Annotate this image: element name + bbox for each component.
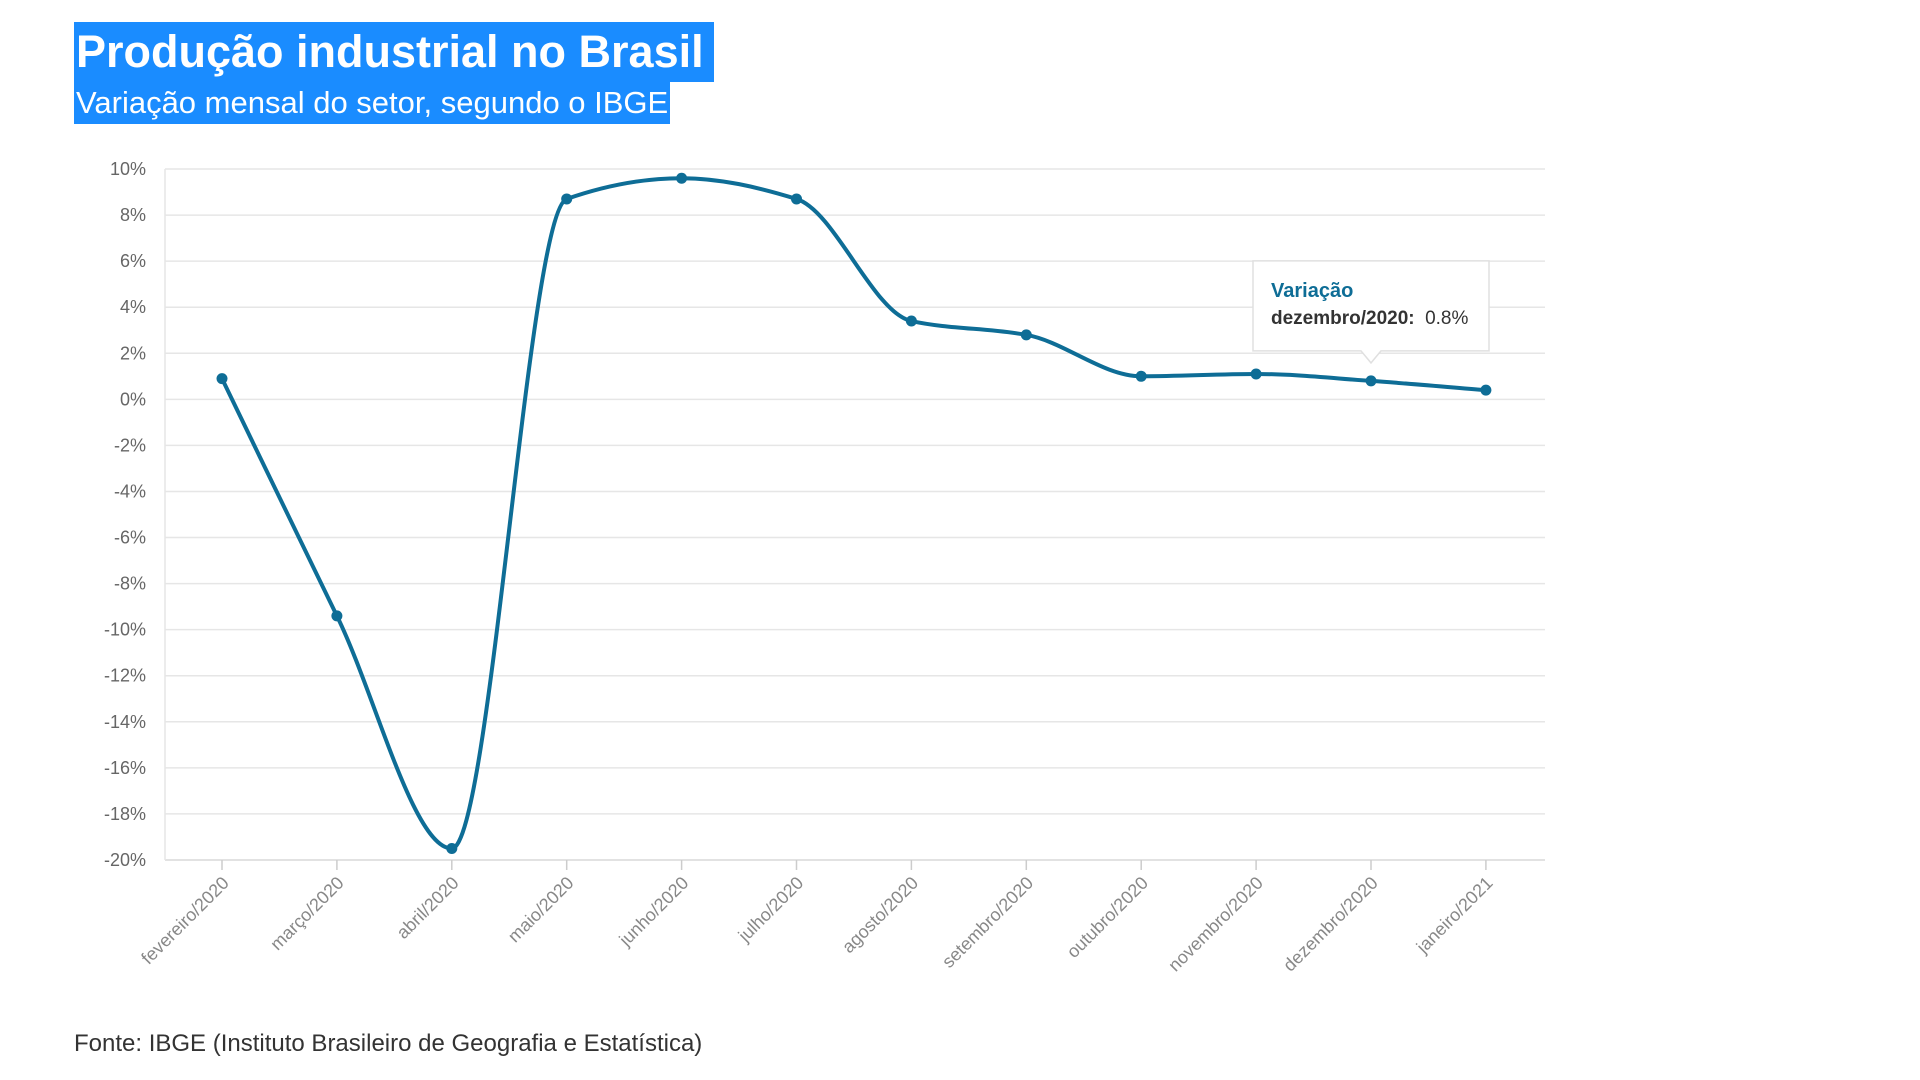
chart-title: Produção industrial no Brasil xyxy=(74,22,714,82)
tooltip-label: dezembro/2020: xyxy=(1271,308,1415,329)
tooltip-box xyxy=(1252,260,1490,365)
source-note: Fonte: IBGE (Instituto Brasileiro de Geo… xyxy=(74,1030,703,1057)
y-tick-label: -6% xyxy=(114,528,146,548)
x-axis-ticks: fevereiro/2020 março/2020 abril/2020 maio/2… xyxy=(137,860,1497,976)
tooltip: Variação dezembro/2020: 0.8% xyxy=(1252,260,1490,365)
y-tick-label: -10% xyxy=(104,620,146,640)
x-tick-label: abril/2020 xyxy=(393,873,463,943)
y-tick-label: 2% xyxy=(120,343,146,363)
y-axis-ticks: 10% 8% 6% 4% 2% 0% -2% -4% -6% -8% -10% -12% -14% -16… xyxy=(104,159,146,870)
x-tick-label: novembro/2020 xyxy=(1164,873,1267,976)
data-point[interactable] xyxy=(1250,368,1262,380)
data-point[interactable] xyxy=(216,373,228,385)
x-tick-label: outubro/2020 xyxy=(1063,873,1152,962)
data-point[interactable] xyxy=(1480,384,1492,396)
data-point[interactable] xyxy=(1020,329,1032,341)
y-tick-label: 10% xyxy=(110,159,146,179)
y-tick-label: -12% xyxy=(104,666,146,686)
data-point[interactable] xyxy=(905,315,917,327)
y-tick-label: -20% xyxy=(104,850,146,870)
y-tick-label: -2% xyxy=(114,435,146,455)
title-block: Produção industrial no Brasil Variação m… xyxy=(74,22,714,124)
x-tick-label: julho/2020 xyxy=(734,873,808,947)
y-tick-label: 0% xyxy=(120,389,146,409)
series-line-variacao xyxy=(220,176,1488,851)
x-tick-label: setembro/2020 xyxy=(938,873,1037,972)
x-tick-label: janeiro/2021 xyxy=(1412,873,1497,958)
data-point[interactable] xyxy=(791,193,802,205)
data-point[interactable] xyxy=(331,610,343,622)
y-tick-label: -16% xyxy=(104,758,146,778)
tooltip-title: Variação xyxy=(1271,280,1353,302)
x-tick-label: dezembro/2020 xyxy=(1279,873,1382,976)
tooltip-value: 0.8% xyxy=(1425,308,1468,329)
y-tick-label: -14% xyxy=(104,712,146,732)
chart-subtitle: Variação mensal do setor, segundo o IBGE xyxy=(74,82,671,124)
x-tick-label: junho/2020 xyxy=(615,873,693,951)
tooltip-line: dezembro/2020: 0.8% xyxy=(1271,308,1468,329)
y-tick-label: -4% xyxy=(114,481,146,501)
y-tick-label: 4% xyxy=(120,297,146,317)
y-tick-label: -18% xyxy=(104,804,146,824)
grid-lines xyxy=(164,168,1545,861)
data-point[interactable] xyxy=(1135,370,1147,382)
y-tick-label: 6% xyxy=(120,251,146,271)
x-tick-label: maio/2020 xyxy=(504,873,578,947)
data-points xyxy=(216,172,1492,854)
data-point[interactable] xyxy=(676,172,688,184)
y-tick-label: -8% xyxy=(114,574,146,594)
x-tick-label: fevereiro/2020 xyxy=(137,873,233,969)
data-point[interactable] xyxy=(561,193,573,205)
y-tick-label: 8% xyxy=(120,205,146,225)
data-point[interactable] xyxy=(446,842,458,854)
x-tick-label: agosto/2020 xyxy=(838,873,922,957)
data-point[interactable] xyxy=(1365,375,1377,387)
x-tick-label: março/2020 xyxy=(266,873,347,954)
